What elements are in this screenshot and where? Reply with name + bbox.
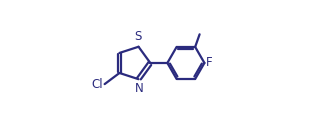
- Text: F: F: [206, 57, 213, 69]
- Text: Cl: Cl: [92, 78, 104, 91]
- Text: N: N: [135, 82, 144, 95]
- Text: S: S: [134, 30, 142, 43]
